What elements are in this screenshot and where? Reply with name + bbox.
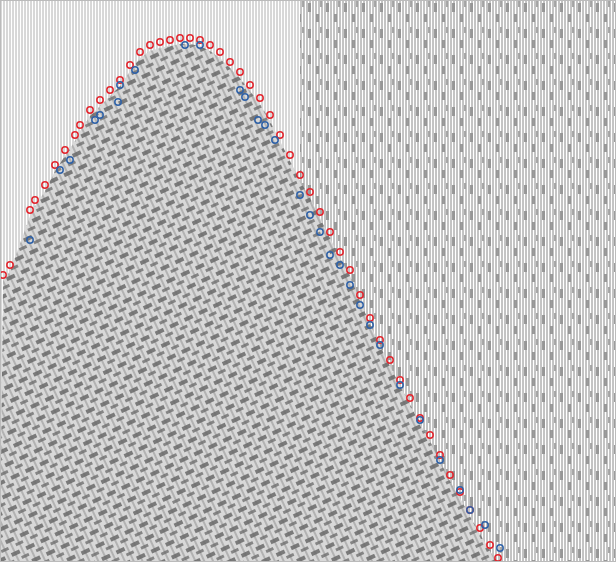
pick (377, 342, 383, 348)
pick (457, 487, 463, 493)
pick (227, 59, 233, 65)
pick (267, 112, 273, 118)
pick (327, 252, 333, 258)
pick (247, 82, 253, 88)
pick (32, 197, 38, 203)
pick (387, 357, 393, 363)
pick (97, 112, 103, 118)
pick (27, 207, 33, 213)
pick (337, 249, 343, 255)
pick (317, 229, 323, 235)
pick (487, 542, 493, 548)
pick (347, 267, 353, 273)
pick (337, 262, 343, 268)
pick (117, 82, 123, 88)
pick (297, 192, 303, 198)
pick (77, 122, 83, 128)
pick (287, 152, 293, 158)
pick (177, 35, 183, 41)
pick (67, 157, 73, 163)
plot-frame (1, 1, 616, 562)
pick (237, 69, 243, 75)
pick (367, 322, 373, 328)
pick (357, 292, 363, 298)
pick (367, 315, 373, 321)
pick (272, 137, 278, 143)
pick (397, 382, 403, 388)
pick (497, 545, 503, 551)
pick (42, 182, 48, 188)
pick (317, 209, 323, 215)
pick (437, 457, 443, 463)
pick (255, 117, 261, 123)
pick (262, 122, 268, 128)
pick (357, 302, 363, 308)
pick (495, 555, 501, 561)
pick (217, 49, 223, 55)
plot-area (0, 0, 616, 562)
pick (307, 189, 313, 195)
pick (307, 212, 313, 218)
pick-series (27, 42, 503, 551)
chart (0, 0, 616, 562)
pick (242, 94, 248, 100)
pick (182, 42, 188, 48)
pick (107, 87, 113, 93)
pick (27, 237, 33, 243)
pick (132, 67, 138, 73)
pick-series (0, 35, 501, 561)
pick (427, 432, 433, 438)
pick (7, 262, 13, 268)
pick (187, 35, 193, 41)
pick (97, 97, 103, 103)
pick (137, 49, 143, 55)
pick (147, 42, 153, 48)
wavefield (0, 44, 498, 562)
pick (347, 282, 353, 288)
pick (207, 42, 213, 48)
pick (327, 229, 333, 235)
pick (167, 37, 173, 43)
pick (87, 107, 93, 113)
pick (237, 87, 243, 93)
pick (257, 95, 263, 101)
pick (447, 472, 453, 478)
pick (467, 507, 473, 513)
pick (157, 39, 163, 45)
pick (57, 167, 63, 173)
pick (62, 147, 68, 153)
pick (72, 132, 78, 138)
pick (417, 417, 423, 423)
pick (482, 522, 488, 528)
pick (407, 395, 413, 401)
pick (467, 507, 473, 513)
pick (297, 172, 303, 178)
pick (197, 42, 203, 48)
pick (115, 99, 121, 105)
